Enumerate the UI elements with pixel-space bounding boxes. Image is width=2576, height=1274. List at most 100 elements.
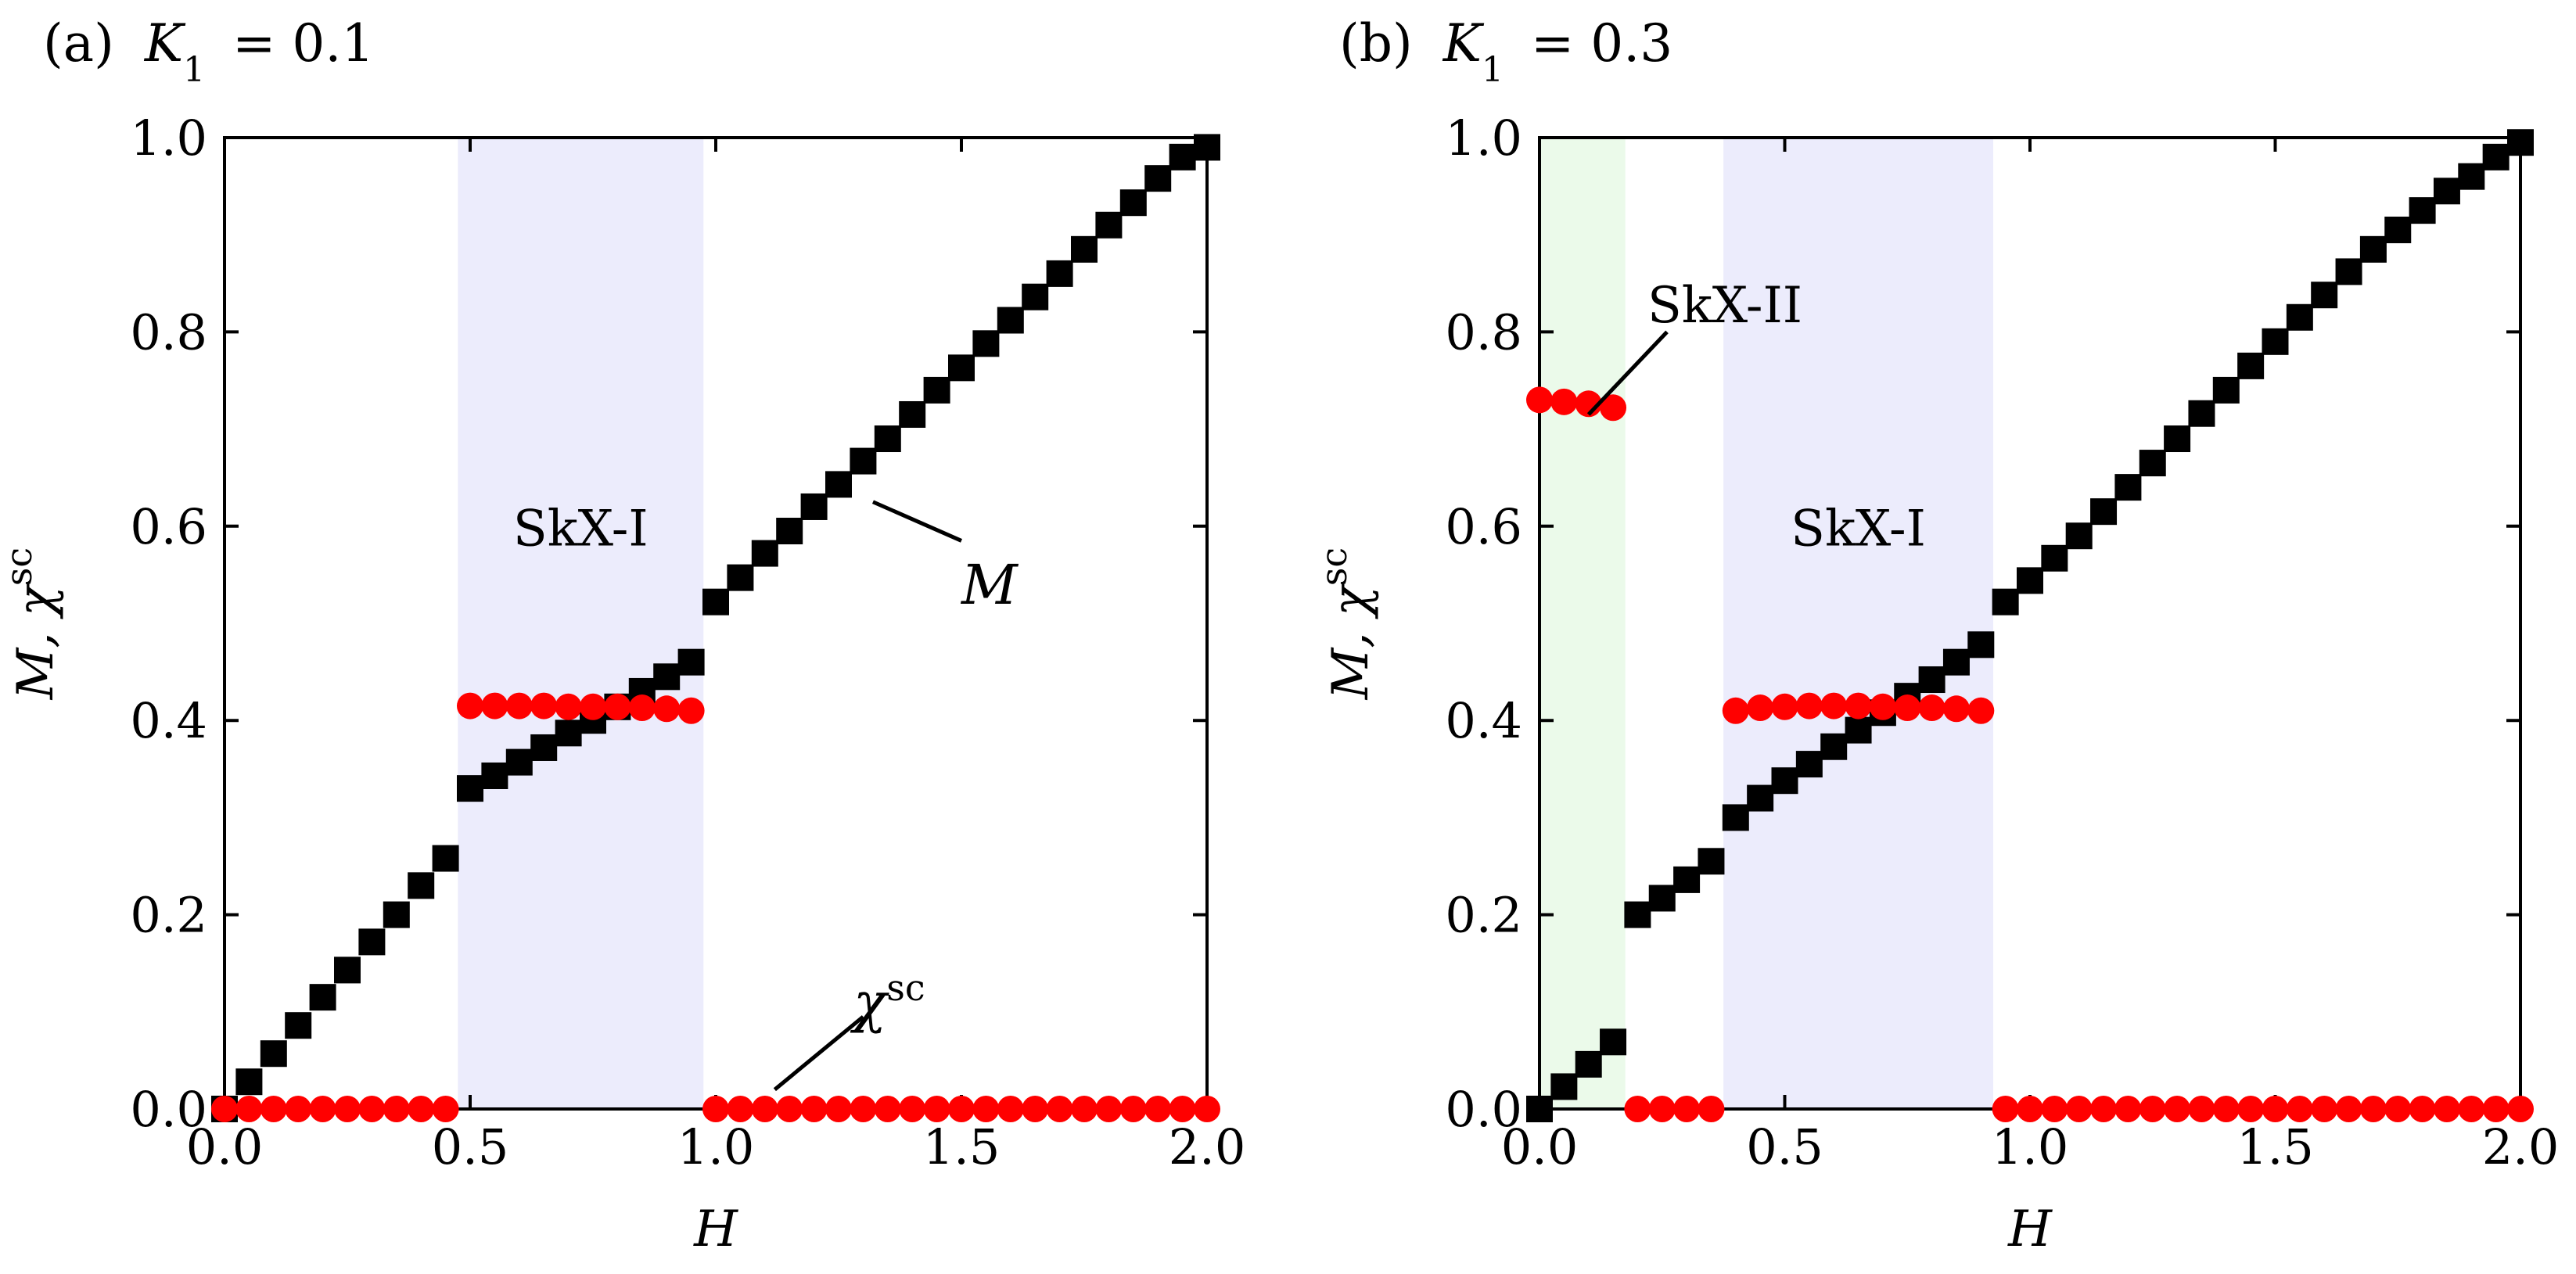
data-point-m — [1022, 283, 1049, 310]
data-point-m — [235, 1068, 263, 1096]
data-point-m — [2139, 450, 2166, 477]
data-point-m — [2237, 352, 2265, 379]
series-chi-sc — [1526, 386, 2534, 1122]
data-point-m — [2286, 303, 2313, 331]
data-point-m — [727, 564, 754, 591]
data-point-chi-sc — [1845, 692, 1872, 720]
data-point-m — [2433, 178, 2460, 205]
x-tick-label: 1.0 — [1992, 1118, 2069, 1175]
y-tick-label: 0.0 — [130, 1081, 207, 1138]
data-point-chi-sc — [2335, 1096, 2362, 1122]
data-point-chi-sc — [727, 1096, 754, 1122]
data-point-m — [1624, 901, 1651, 928]
data-point-chi-sc — [1194, 1096, 1220, 1122]
data-point-chi-sc — [2041, 1096, 2068, 1122]
data-point-chi-sc — [481, 692, 508, 720]
data-point-chi-sc — [211, 1096, 238, 1122]
data-point-m — [260, 1040, 287, 1068]
data-point-chi-sc — [2065, 1096, 2093, 1122]
data-point-chi-sc — [1144, 1096, 1172, 1122]
data-point-chi-sc — [2139, 1096, 2166, 1122]
x-tick-label: 1.5 — [2236, 1118, 2314, 1175]
data-point-chi-sc — [1771, 693, 1798, 720]
data-point-m — [825, 471, 852, 498]
data-point-m — [1673, 866, 1701, 893]
data-point-m — [309, 984, 336, 1011]
data-point-m — [2482, 143, 2510, 170]
data-point-chi-sc — [874, 1096, 901, 1122]
data-point-chi-sc — [2237, 1096, 2265, 1122]
data-point-m — [1795, 751, 1823, 778]
data-point-chi-sc — [628, 694, 656, 722]
y-tick-label: 0.0 — [1445, 1081, 1522, 1138]
data-point-m — [1575, 1050, 1602, 1078]
data-point-chi-sc — [1550, 388, 1578, 415]
data-point-chi-sc — [2409, 1096, 2436, 1122]
data-point-chi-sc — [1747, 694, 1774, 722]
data-point-chi-sc — [776, 1096, 803, 1122]
x-tick-label: 0.5 — [432, 1118, 509, 1175]
data-point-m — [2335, 258, 2362, 285]
data-point-chi-sc — [1869, 693, 1896, 720]
data-point-chi-sc — [260, 1096, 287, 1122]
data-point-chi-sc — [972, 1096, 1000, 1122]
data-point-chi-sc — [2262, 1096, 2289, 1122]
panel-b: (b) K1 = 0.3 SkX-I 0.0 0.5 1.0 1.5 2.0 0.0 0.2… — [1313, 13, 2559, 1258]
data-point-chi-sc — [2482, 1096, 2510, 1122]
data-point-chi-sc — [2433, 1096, 2460, 1122]
data-point-m — [1845, 716, 1872, 744]
data-point-m — [555, 720, 582, 747]
x-tick-label: 0.0 — [1501, 1118, 1579, 1175]
data-point-m — [972, 330, 1000, 357]
y-tick-label: 0.6 — [130, 498, 207, 555]
data-point-chi-sc — [1673, 1096, 1701, 1122]
data-point-chi-sc — [1575, 390, 1602, 418]
data-point-m — [1698, 848, 1725, 875]
data-point-chi-sc — [2384, 1096, 2412, 1122]
data-point-chi-sc — [850, 1096, 877, 1122]
y-tick-label: 0.2 — [1445, 887, 1522, 944]
data-point-m — [1942, 648, 1970, 676]
data-point-m — [2212, 376, 2240, 404]
data-point-m — [776, 518, 803, 545]
y-tick-label: 0.8 — [130, 303, 207, 361]
data-point-m — [2359, 235, 2387, 263]
data-point-m — [2188, 400, 2215, 427]
series-m — [1526, 129, 2534, 1122]
data-point-m — [1722, 804, 1749, 831]
data-point-m — [1747, 784, 1774, 812]
data-point-m — [1169, 143, 1196, 170]
data-point-m — [997, 307, 1024, 334]
data-point-m — [923, 376, 950, 404]
data-point-chi-sc — [2286, 1096, 2313, 1122]
data-point-chi-sc — [604, 693, 631, 720]
data-point-chi-sc — [1795, 692, 1823, 720]
data-point-m — [1144, 165, 1172, 192]
data-point-m — [1992, 588, 2019, 615]
data-point-chi-sc — [2311, 1096, 2338, 1122]
y-tick-label: 0.2 — [130, 887, 207, 944]
data-point-m — [383, 901, 410, 928]
x-tick-label: 0.0 — [186, 1118, 264, 1175]
x-axis-title: H — [693, 1200, 738, 1258]
data-point-m — [702, 588, 729, 615]
data-point-chi-sc — [653, 695, 681, 723]
data-point-chi-sc — [235, 1096, 263, 1122]
data-point-chi-sc — [2212, 1096, 2240, 1122]
series-m — [211, 134, 1220, 1122]
data-point-m — [1967, 631, 1995, 659]
panel-a: (a) K1 = 0.1 SkX-I 0.0 0.5 1.0 1.5 2.0 0.0 0.2… — [0, 13, 1245, 1258]
data-point-m — [1600, 1028, 1627, 1056]
data-point-m — [899, 400, 926, 428]
data-point-chi-sc — [899, 1096, 926, 1122]
data-point-m — [2090, 498, 2118, 526]
x-tick-label: 0.5 — [1746, 1118, 1823, 1175]
data-point-m — [1550, 1073, 1578, 1100]
data-point-chi-sc — [2359, 1096, 2387, 1122]
data-point-chi-sc — [580, 693, 606, 720]
annotation-pointer-skx-ii — [1586, 330, 1669, 416]
y-axis-title: M, χsc — [1313, 547, 1380, 700]
data-point-m — [653, 663, 681, 691]
data-point-chi-sc — [1600, 394, 1627, 422]
annotation-label-chi-sc: χsc — [850, 967, 925, 1035]
